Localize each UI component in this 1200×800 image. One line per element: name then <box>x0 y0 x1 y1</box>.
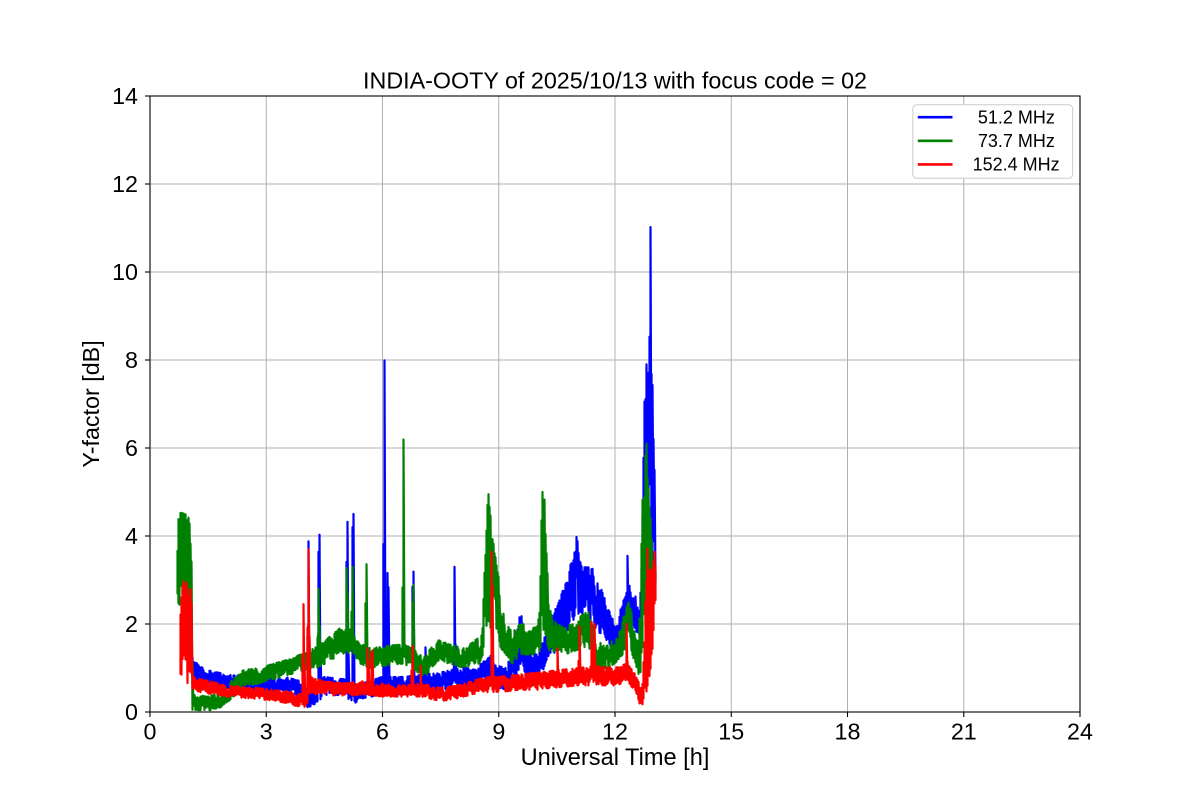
svg-text:24: 24 <box>1067 719 1093 745</box>
svg-text:10: 10 <box>112 259 138 285</box>
svg-text:12: 12 <box>112 171 138 197</box>
svg-text:Universal Time [h]: Universal Time [h] <box>521 745 710 771</box>
svg-text:4: 4 <box>125 523 138 549</box>
svg-text:14: 14 <box>112 83 138 109</box>
svg-text:73.7 MHz: 73.7 MHz <box>978 131 1055 151</box>
svg-text:0: 0 <box>125 699 138 725</box>
svg-text:15: 15 <box>718 719 744 745</box>
svg-text:12: 12 <box>602 719 628 745</box>
svg-text:51.2 MHz: 51.2 MHz <box>978 107 1055 127</box>
svg-text:8: 8 <box>125 347 138 373</box>
svg-text:6: 6 <box>125 435 138 461</box>
svg-text:0: 0 <box>144 719 157 745</box>
svg-text:INDIA-OOTY of 2025/10/13 with: INDIA-OOTY of 2025/10/13 with focus code… <box>363 68 867 94</box>
svg-text:3: 3 <box>260 719 273 745</box>
svg-text:21: 21 <box>951 719 977 745</box>
svg-text:Y-factor [dB]: Y-factor [dB] <box>78 340 104 467</box>
svg-text:9: 9 <box>492 719 505 745</box>
svg-text:6: 6 <box>376 719 389 745</box>
svg-text:18: 18 <box>835 719 861 745</box>
svg-text:152.4 MHz: 152.4 MHz <box>973 155 1060 175</box>
svg-text:2: 2 <box>125 611 138 637</box>
